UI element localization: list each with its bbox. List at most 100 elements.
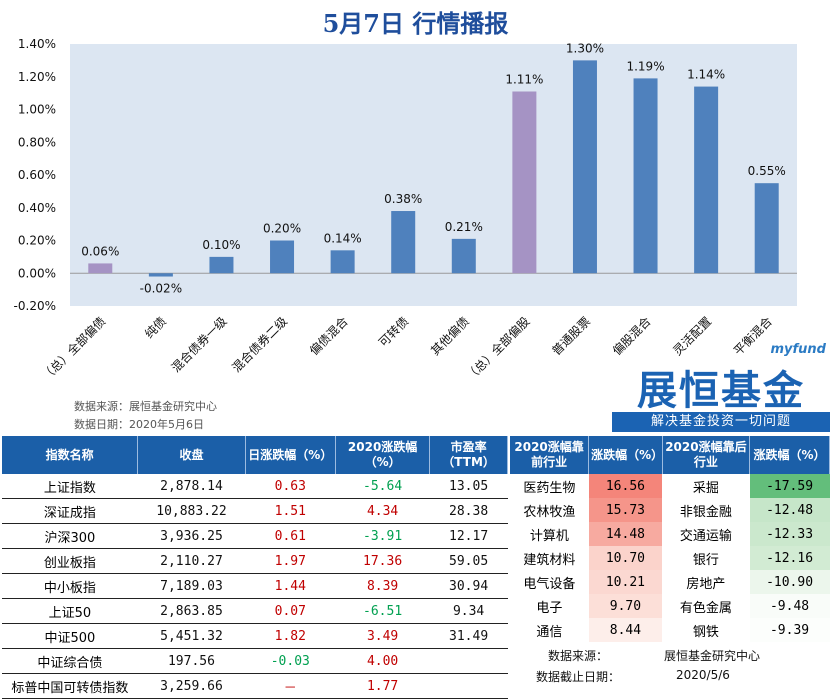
bottom-change: -9.39 — [749, 618, 830, 642]
data-label: 1.11% — [505, 72, 543, 86]
top-industry: 农林牧渔 — [523, 504, 576, 520]
day-change: 1.82 — [245, 623, 336, 649]
bar — [451, 238, 476, 274]
ytd-change: 4.34 — [335, 498, 430, 524]
date-note: 数据日期：2020年5月6日 — [74, 418, 204, 431]
table-row: 建筑材料 10.70 银行 -12.16 — [510, 546, 830, 570]
index-name: 沪深300 — [2, 523, 138, 549]
y-tick-label: -0.20% — [14, 299, 56, 313]
bar-chart: -0.20% 0.00% 0.20% 0.40% 0.60% 0.80% 1.00% 1.20… — [14, 37, 797, 384]
y-tick-label: 0.40% — [18, 201, 56, 215]
top-industry: 通信 — [536, 624, 563, 640]
x-tick-label: 混合债券二级 — [229, 314, 291, 376]
day-change: -0.03 — [245, 648, 336, 674]
top-change: 10.21 — [588, 570, 663, 594]
data-label: 0.06% — [81, 244, 119, 258]
index-name: 中证500 — [2, 623, 138, 649]
data-label: 0.21% — [445, 220, 483, 234]
pe-value: 30.94 — [429, 573, 508, 599]
ytd-change: -6.51 — [335, 598, 430, 624]
source-note: 数据来源：展恒基金研究中心 — [74, 400, 217, 413]
x-tick-label: 偏债混合 — [306, 314, 351, 359]
pe-value: 9.34 — [429, 598, 508, 624]
data-label: 0.14% — [324, 231, 362, 245]
table-row: 电子 9.70 有色金属 -9.48 — [510, 594, 830, 618]
bottom-industry: 钢铁 — [692, 624, 719, 640]
table-row: 中证综合债 197.56 -0.03 4.00 — [2, 648, 508, 674]
close-value: 10,883.22 — [137, 498, 246, 524]
ytd-change: 4.00 — [335, 648, 430, 674]
pe-value: 13.05 — [429, 474, 508, 499]
data-label: 0.38% — [384, 192, 422, 206]
col-bottom-change: 涨跌幅（%） — [749, 436, 830, 474]
top-industry: 医药生物 — [523, 480, 576, 496]
index-name: 上证50 — [2, 598, 138, 624]
table-row: 深证成指 10,883.22 1.51 4.34 28.38 — [2, 498, 508, 524]
footer-date: 2020/5/6 — [676, 668, 730, 682]
data-label: 0.55% — [748, 164, 786, 178]
close-value: 7,189.03 — [137, 573, 246, 599]
bar — [633, 78, 658, 274]
pe-value: 31.49 — [429, 623, 508, 649]
top-change: 15.73 — [588, 498, 663, 522]
ytd-change: 17.36 — [335, 548, 430, 574]
close-value: 2,863.85 — [137, 598, 246, 624]
day-change: 0.63 — [245, 474, 336, 499]
pe-value — [429, 673, 508, 699]
close-value: 3,936.25 — [137, 523, 246, 549]
x-tick-label: 纯债 — [142, 314, 169, 341]
bar — [572, 60, 597, 274]
top-change: 8.44 — [588, 618, 663, 642]
col-bottom-industry: 2020涨幅靠后行业 — [662, 436, 751, 474]
page-title: 5月7日 行情播报 — [322, 9, 509, 38]
bottom-industry: 银行 — [692, 552, 719, 568]
day-change: 1.51 — [245, 498, 336, 524]
y-axis: -0.20% 0.00% 0.20% 0.40% 0.60% 0.80% 1.00% 1.20… — [14, 37, 797, 313]
industry-table: 2020涨幅靠前行业 涨跌幅（%） 2020涨幅靠后行业 涨跌幅（%） 医药生物… — [510, 436, 830, 642]
logo-slogan: 解决基金投资一切问题 — [612, 412, 830, 432]
y-tick-label: 0.60% — [18, 168, 56, 182]
y-tick-label: 0.20% — [18, 234, 56, 248]
footer-source-label: 数据来源： — [548, 649, 609, 663]
table-row: 标普中国可转债指数 3,259.66 － 1.77 — [2, 673, 508, 699]
x-tick-label: 混合债券一级 — [168, 314, 230, 376]
table-row: 农林牧渔 15.73 非银金融 -12.48 — [510, 498, 830, 522]
top-change: 10.70 — [588, 546, 663, 570]
table-row: 创业板指 2,110.27 1.97 17.36 59.05 — [2, 548, 508, 574]
logo-en: myfund — [770, 342, 827, 357]
bar — [754, 183, 779, 274]
bottom-change: -9.48 — [749, 594, 830, 618]
bottom-industry: 非银金融 — [679, 504, 732, 520]
x-tick-label: 可转债 — [375, 314, 411, 350]
close-value: 2,110.27 — [137, 548, 246, 574]
y-tick-label: 1.00% — [18, 103, 56, 117]
pe-value: 12.17 — [429, 523, 508, 549]
ytd-change: -5.64 — [335, 474, 430, 499]
bar — [512, 91, 537, 274]
col-pe: 市盈率（TTM） — [429, 436, 508, 474]
logo-cn: 展恒基金 — [637, 368, 805, 414]
bar — [148, 273, 173, 277]
day-change: 1.44 — [245, 573, 336, 599]
bottom-industry: 交通运输 — [679, 528, 732, 544]
pe-value: 59.05 — [429, 548, 508, 574]
bottom-change: -12.16 — [749, 546, 830, 570]
bottom-change: -12.48 — [749, 498, 830, 522]
top-industry: 电气设备 — [523, 576, 576, 592]
bottom-change: -12.33 — [749, 522, 830, 546]
top-industry: 计算机 — [529, 528, 569, 544]
col-day: 日涨跌幅（%） — [245, 436, 337, 474]
index-name: 中小板指 — [2, 573, 138, 599]
bar — [270, 240, 295, 274]
footer-date-label: 数据截止日期： — [536, 670, 621, 684]
ytd-change: 8.39 — [335, 573, 430, 599]
table-row: 医药生物 16.56 采掘 -17.59 — [510, 474, 830, 498]
bar — [209, 256, 234, 274]
top-industry: 电子 — [536, 600, 563, 616]
x-tick-label: 普通股票 — [549, 314, 593, 358]
bar — [694, 86, 719, 274]
pe-value — [429, 648, 508, 674]
data-label: 0.20% — [263, 222, 301, 236]
x-tick-label: （总）全部偏股 — [462, 314, 532, 384]
table-row: 上证指数 2,878.14 0.63 -5.64 13.05 — [2, 474, 508, 499]
